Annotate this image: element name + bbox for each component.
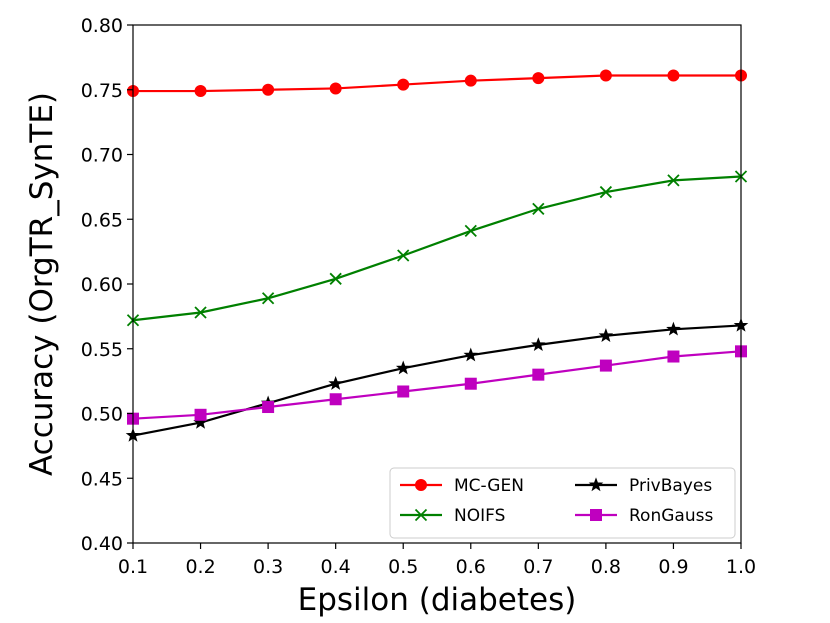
- data-point-rongauss: [194, 408, 207, 421]
- series-line-rongauss: [132, 350, 742, 420]
- x-tick-label: 0.8: [591, 556, 621, 578]
- data-point-privbayes: [531, 337, 546, 352]
- y-tick-label: 0.70: [81, 145, 123, 167]
- x-marker-stroke: [397, 249, 410, 262]
- data-point-privbayes: [328, 376, 343, 390]
- data-point-noifs: [261, 292, 275, 305]
- x-axis-title: Epsilon (diabetes): [298, 582, 577, 618]
- x-marker-stroke: [599, 185, 613, 199]
- x-tick-label: 0.6: [456, 556, 486, 578]
- series-privbayes: [125, 317, 749, 442]
- x-tick-label: 0.9: [658, 556, 688, 578]
- data-point-privbayes: [666, 321, 681, 336]
- x-tick-label: 0.3: [253, 556, 283, 578]
- y-tick-label: 0.80: [81, 15, 123, 37]
- data-point-mc-gen: [667, 69, 680, 82]
- legend-marker: [590, 509, 602, 521]
- y-tick-label: 0.40: [81, 533, 123, 555]
- x-marker-stroke: [194, 306, 207, 319]
- x-marker-stroke: [261, 292, 275, 305]
- data-point-mc-gen: [194, 85, 207, 98]
- x-tick-label: 0.7: [523, 556, 553, 578]
- data-point-rongauss: [667, 350, 680, 363]
- data-point-privbayes: [463, 347, 479, 362]
- x-tick-label: 1.0: [726, 556, 756, 578]
- series-line-privbayes: [132, 324, 742, 437]
- axes: 0.1 0.2 0.3 0.4 0.5 0.6 0.7 0.8 0.9 1.0 0.40 0.45 0.…: [81, 15, 756, 578]
- series-rongauss: [127, 345, 747, 425]
- y-tick-label: 0.75: [81, 80, 123, 102]
- data-point-privbayes: [598, 328, 614, 342]
- data-point-mc-gen: [397, 78, 410, 91]
- data-point-rongauss: [397, 385, 410, 398]
- x-marker-stroke: [464, 224, 477, 238]
- x-marker-stroke: [414, 508, 428, 522]
- x-tick-label: 0.2: [185, 556, 215, 578]
- legend-label: MC-GEN: [454, 476, 524, 496]
- plot-area: [125, 69, 749, 442]
- series-mc-gen: [127, 69, 747, 98]
- y-tick-label: 0.45: [81, 468, 123, 490]
- data-point-mc-gen: [262, 83, 275, 96]
- data-point-mc-gen: [464, 74, 477, 87]
- data-point-noifs: [194, 306, 207, 319]
- legend-marker: [415, 479, 427, 491]
- plot-frame: [132, 24, 742, 544]
- legend-entry-mc-gen: MC-GEN: [400, 476, 524, 496]
- legend-entry-privbayes: PrivBayes: [575, 476, 712, 496]
- series-line-mc-gen: [133, 74, 741, 93]
- data-point-noifs: [667, 174, 680, 187]
- y-tick-label: 0.65: [81, 209, 123, 231]
- data-point-rongauss: [599, 359, 612, 372]
- data-point-privbayes: [395, 360, 411, 375]
- x-tick-label: 0.5: [388, 556, 418, 578]
- legend-box: [389, 467, 736, 539]
- legend-entry-noifs: NOIFS: [400, 506, 505, 526]
- data-point-rongauss: [464, 377, 477, 390]
- data-point-mc-gen: [329, 82, 342, 95]
- x-tick-label: 0.4: [321, 556, 351, 578]
- y-tick-label: 0.60: [81, 274, 123, 296]
- legend-entry-rongauss: RonGauss: [575, 506, 713, 526]
- legend-marker: [588, 477, 604, 492]
- y-tick-label: 0.55: [81, 339, 123, 361]
- x-marker-stroke: [329, 272, 342, 285]
- legend-label: RonGauss: [629, 506, 713, 526]
- data-point-noifs: [599, 185, 613, 199]
- data-point-noifs: [464, 224, 477, 238]
- y-axis-title: Accuracy (OrgTR_SynTE): [24, 92, 60, 476]
- series-noifs: [126, 170, 748, 327]
- data-point-noifs: [532, 202, 545, 216]
- x-marker-stroke: [532, 202, 545, 216]
- legend-marker: [414, 508, 428, 522]
- data-point-rongauss: [532, 368, 545, 381]
- data-point-noifs: [329, 272, 342, 285]
- data-point-rongauss: [329, 393, 342, 406]
- data-point-rongauss: [262, 401, 275, 414]
- series-line-noifs: [132, 175, 742, 322]
- legend-label: PrivBayes: [629, 476, 712, 496]
- data-point-mc-gen: [599, 69, 612, 82]
- legend: MC-GEN NOIFS PrivBayes RonGauss: [389, 467, 736, 539]
- x-tick-label: 0.1: [118, 556, 148, 578]
- y-tick-label: 0.50: [81, 404, 123, 426]
- data-point-mc-gen: [532, 72, 545, 85]
- legend-label: NOIFS: [454, 506, 505, 526]
- data-point-noifs: [397, 249, 410, 262]
- x-marker-stroke: [667, 174, 680, 187]
